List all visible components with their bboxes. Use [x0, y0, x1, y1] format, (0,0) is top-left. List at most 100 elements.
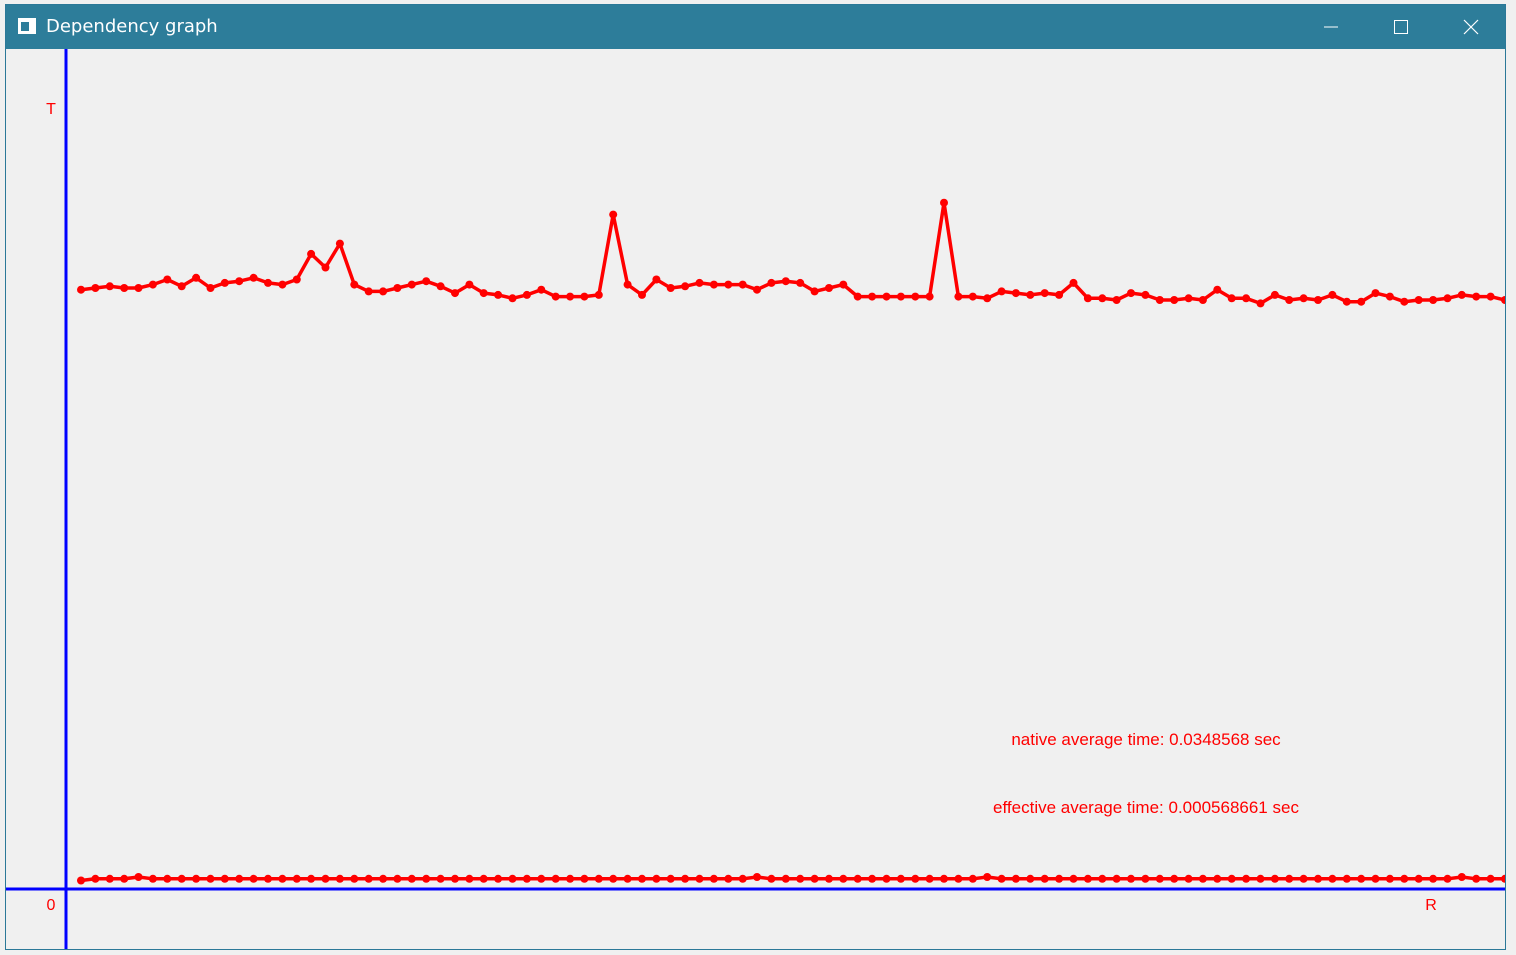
series-2-point: [825, 874, 833, 883]
series-2-point: [853, 874, 862, 883]
series-1-point: [163, 275, 172, 284]
series-2-point: [896, 874, 905, 883]
series-1-point: [724, 280, 733, 289]
series-1-point: [738, 280, 747, 289]
series-1-point: [796, 278, 805, 287]
series-2-point: [580, 874, 589, 883]
series-2-point: [566, 874, 575, 883]
series-1-point: [1069, 278, 1078, 287]
series-1-point: [652, 275, 661, 284]
series-1-point: [422, 277, 431, 286]
series-1-point: [508, 294, 517, 303]
series-2-point: [321, 874, 330, 883]
series-2-point: [1371, 874, 1380, 883]
series-1-point: [925, 292, 934, 301]
series-1-point: [1285, 296, 1294, 304]
series-2-point: [695, 874, 704, 883]
series-2-point: [1472, 874, 1481, 883]
series-1-point: [551, 292, 560, 301]
origin-label: 0: [47, 897, 56, 914]
series-1-point: [364, 287, 373, 296]
series-1-point: [192, 273, 201, 282]
series-2-point: [220, 874, 229, 883]
series-1-point: [436, 282, 445, 291]
series-2-point: [508, 874, 517, 883]
series-1-point: [1127, 289, 1135, 298]
series-2-point: [594, 874, 603, 883]
series-1-point: [1155, 296, 1164, 304]
series-1-point: [1472, 292, 1481, 301]
series-1-point: [580, 292, 589, 301]
series-1-point: [810, 287, 819, 296]
series-2-point: [422, 874, 431, 883]
series-2-point: [1011, 874, 1020, 883]
series-1-point: [753, 285, 761, 294]
y-axis-label: T: [46, 101, 56, 118]
minimize-button[interactable]: [1296, 5, 1366, 49]
series-2-point: [1055, 874, 1064, 883]
series-1-point: [1184, 294, 1193, 303]
effective-average-label: effective average time: 0.000568661 sec: [993, 798, 1299, 817]
series-2-point: [681, 874, 690, 883]
dependency-chart: T 0 R native average time: 0.0348568 sec…: [6, 49, 1505, 949]
window-title: Dependency graph: [46, 16, 218, 37]
series-2-point: [609, 874, 618, 883]
series-2-point: [451, 874, 459, 883]
series-1-point: [407, 280, 416, 289]
series-1-point: [1112, 296, 1121, 304]
series-2-point: [1314, 874, 1322, 883]
series-1-point: [695, 278, 704, 287]
series-1-point: [767, 278, 776, 287]
series-1-point: [451, 289, 459, 298]
series-2-point: [1328, 874, 1337, 883]
series-2-point: [350, 874, 359, 883]
series-2-point: [292, 874, 301, 883]
series-1-point: [1357, 297, 1366, 306]
series-2-point: [134, 873, 143, 881]
series-2-point: [235, 874, 244, 883]
series-1-point: [235, 277, 244, 286]
series-2-point: [652, 874, 661, 883]
series-2-point: [1213, 874, 1222, 883]
series-2-point: [522, 874, 531, 883]
series-1-point: [1371, 289, 1380, 298]
series-1-point: [983, 294, 992, 303]
series-2-point: [810, 874, 819, 883]
maximize-icon: [1394, 20, 1408, 34]
series-1-point: [882, 292, 891, 301]
series-2-point: [1285, 874, 1294, 883]
series-2-point: [623, 874, 632, 883]
series-1-line: [80, 200, 1505, 306]
series-1-point: [638, 290, 646, 299]
series-2-point: [264, 874, 272, 883]
series-1-point: [1098, 294, 1107, 303]
series-1-point: [249, 273, 258, 282]
series-2-point: [1256, 874, 1265, 883]
title-bar[interactable]: Dependency graph: [6, 5, 1505, 49]
series-1-point: [896, 292, 905, 301]
series-2-point: [1083, 874, 1092, 883]
series-1-point: [321, 263, 330, 272]
maximize-button[interactable]: [1366, 5, 1436, 49]
series-2-point: [364, 874, 373, 883]
series-2-point: [163, 874, 172, 883]
series-2-point: [1342, 874, 1351, 883]
series-2-point: [120, 874, 129, 883]
series-1-point: [1342, 297, 1351, 306]
series-1-point: [825, 284, 833, 292]
series-1-point: [968, 292, 977, 301]
series-2-point: [1429, 874, 1438, 883]
close-button[interactable]: [1436, 5, 1506, 49]
series-1-point: [1055, 290, 1064, 299]
series-1-point: [1227, 294, 1236, 303]
series-1-point: [609, 210, 618, 219]
series-2-point: [1112, 874, 1121, 883]
series-1-point: [1242, 294, 1251, 303]
series-1-point: [177, 282, 186, 291]
series-1-point: [307, 249, 316, 258]
series-1-point: [1083, 294, 1092, 303]
series-2-point: [105, 874, 114, 883]
series-2-point: [968, 874, 977, 883]
series-2-point: [307, 874, 316, 883]
series-1-point: [120, 284, 129, 292]
